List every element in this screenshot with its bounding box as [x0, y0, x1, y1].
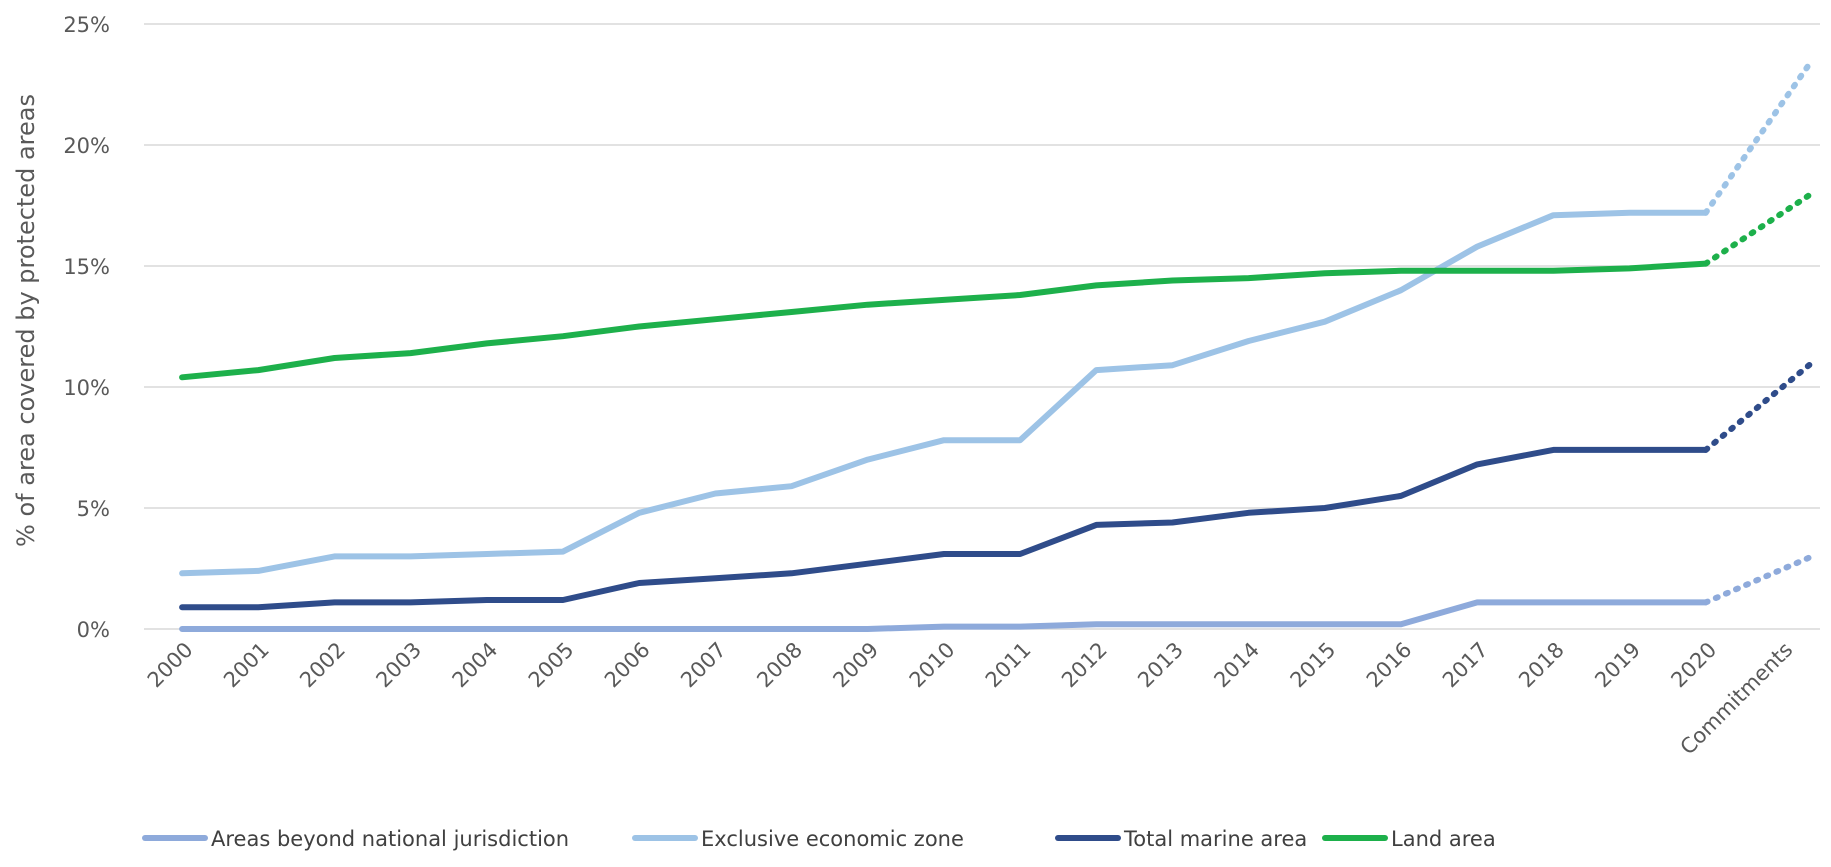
y-axis-title: % of area covered by protected areas [12, 94, 40, 547]
x-tick-label: 2003 [371, 638, 426, 693]
series-line-2 [179, 446, 1709, 611]
x-tick-label: 2016 [1362, 638, 1417, 693]
gridlines [144, 23, 1820, 509]
y-tick-label: 10% [63, 376, 110, 400]
x-tick-label: 2005 [524, 638, 579, 693]
legend-label: Total marine area [1123, 827, 1307, 851]
x-tick-label: 2014 [1209, 638, 1264, 693]
x-tick-label: 2000 [143, 638, 198, 693]
x-tick-label: 2019 [1590, 638, 1645, 693]
series-lines [179, 57, 1815, 632]
x-tick-label: 2009 [828, 638, 883, 693]
commitment-projection-1 [1702, 57, 1815, 216]
y-axis-ticks: 0% 5% 10% 15% 20% 25% [63, 13, 110, 642]
x-tick-label: 2002 [295, 638, 350, 693]
commitment-projection-0 [1702, 553, 1815, 606]
series-line-0 [179, 599, 1709, 632]
legend: Areas beyond national jurisdiction Exclus… [142, 827, 1496, 851]
x-tick-label: 2008 [752, 638, 807, 693]
legend-label: Exclusive economic zone [701, 827, 964, 851]
x-tick-label: 2013 [1133, 638, 1188, 693]
series-line-3 [179, 260, 1709, 381]
x-tick-label: 2015 [1286, 638, 1341, 693]
y-tick-label: 15% [63, 255, 110, 279]
x-tick-label: 2020 [1666, 638, 1721, 693]
x-tick-label: 2012 [1057, 638, 1112, 693]
x-tick-label: 2018 [1514, 638, 1569, 693]
x-tick-label: 2010 [905, 638, 960, 693]
x-tick-label: 2001 [219, 638, 274, 693]
legend-label: Land area [1391, 827, 1496, 851]
commitment-projection-3 [1702, 190, 1815, 267]
y-tick-label: 20% [63, 134, 110, 158]
y-tick-label: 5% [77, 497, 110, 521]
legend-label: Areas beyond national jurisdiction [211, 827, 569, 851]
commitment-projection-2 [1702, 359, 1815, 453]
y-tick-label: 25% [63, 13, 110, 37]
x-tick-label: 2004 [448, 638, 503, 693]
x-tick-label: 2006 [600, 638, 655, 693]
series-line-1 [179, 209, 1709, 577]
x-tick-label: 2007 [676, 638, 731, 693]
x-axis-ticks: 2000 2001 2002 2003 2004 2005 2006 2007 2008 2009… [143, 638, 1798, 760]
y-tick-label: 0% [77, 618, 110, 642]
x-tick-label: 2017 [1438, 638, 1493, 693]
x-tick-label: 2011 [981, 638, 1036, 693]
